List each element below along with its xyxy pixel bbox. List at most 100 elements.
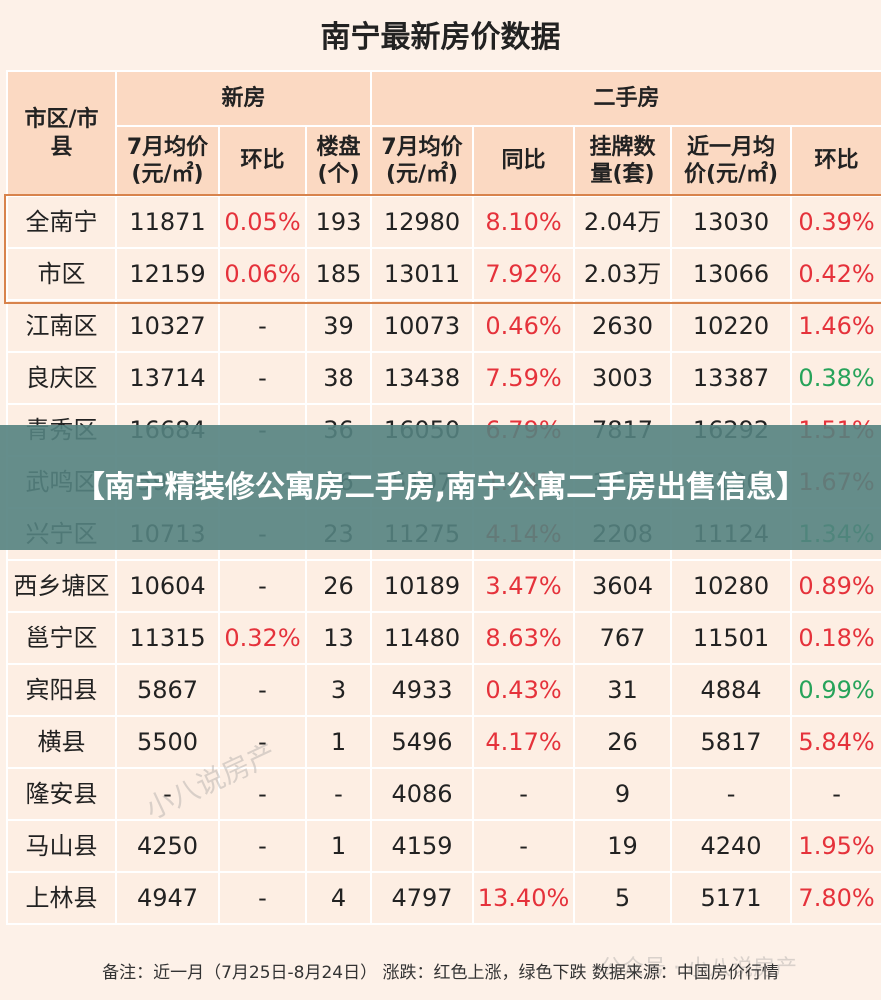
table-cell: 0.39% — [790, 195, 881, 249]
table-cell: 1.95% — [790, 819, 881, 873]
table-cell: - — [790, 767, 881, 821]
column-header: 近一月均 价(元/㎡) — [670, 125, 793, 197]
table-cell: - — [472, 767, 576, 821]
table-cell: 7.80% — [790, 871, 881, 925]
table-cell: 193 — [304, 195, 373, 249]
table-cell: 0.43% — [472, 663, 576, 717]
table-cell: 7.92% — [472, 247, 576, 301]
table-cell: 4 — [304, 871, 373, 925]
table-cell: 0.38% — [790, 351, 881, 405]
table-cell: 良庆区 — [6, 351, 117, 405]
table-cell: 3.47% — [472, 559, 576, 613]
table-cell: 1.46% — [790, 299, 881, 353]
table-cell: - — [218, 351, 307, 405]
table-cell: 13011 — [370, 247, 475, 301]
table-cell: 26 — [304, 559, 373, 613]
table-cell: 0.46% — [472, 299, 576, 353]
table-cell: 11871 — [115, 195, 220, 249]
group-header: 新房 — [114, 70, 373, 127]
table-cell: 11315 — [115, 611, 220, 665]
column-header: 7月均价 (元/㎡) — [370, 125, 475, 197]
table-cell: 马山县 — [6, 819, 117, 873]
table-row: 良庆区 13714-38 13438 7.59% 3003 13387 0.38% — [6, 351, 881, 405]
table-cell: 4.17% — [472, 715, 576, 769]
table-cell: 4086 — [370, 767, 475, 821]
table-cell: 3 — [304, 663, 373, 717]
table-cell: 5817 — [670, 715, 793, 769]
title: 南宁最新房价数据 — [320, 20, 561, 55]
table-cell: 市区 — [6, 247, 117, 301]
table-cell: - — [218, 819, 307, 873]
table-cell: 3604 — [573, 559, 673, 613]
table-cell: 5171 — [670, 871, 793, 925]
table-cell: 13 — [304, 611, 373, 665]
table-row: 横县 5500-1 5496 4.17% 26 5817 5.84% — [6, 715, 881, 769]
table-cell: 1 — [304, 819, 373, 873]
table-cell: 31 — [573, 663, 673, 717]
table-cell: 隆安县 — [6, 767, 117, 821]
table-cell: 江南区 — [6, 299, 117, 353]
table-cell: 13387 — [670, 351, 793, 405]
watermark: 公众号 · 小八说房产 — [600, 956, 797, 981]
column-header: 环比 — [790, 125, 881, 197]
banner: 【南宁精装修公寓房二手房,南宁公寓二手房出售信息】 — [0, 425, 881, 550]
table-cell: 10280 — [670, 559, 793, 613]
table-cell: - — [670, 767, 793, 821]
table-cell: 5 — [573, 871, 673, 925]
table-cell: 1 — [304, 715, 373, 769]
table-cell: 38 — [304, 351, 373, 405]
table-cell: 5.84% — [790, 715, 881, 769]
table-cell: - — [218, 663, 307, 717]
table-cell: 12980 — [370, 195, 475, 249]
column-header: 同比 — [472, 125, 576, 197]
table-row: 西乡塘区 10604-26 10189 3.47% 3604 10280 0.89% — [6, 559, 881, 613]
table-cell: - — [304, 767, 373, 821]
table-cell: 4159 — [370, 819, 475, 873]
table-cell: 7.59% — [472, 351, 576, 405]
table-cell: 西乡塘区 — [6, 559, 117, 613]
table-cell: 10189 — [370, 559, 475, 613]
table-cell: 13066 — [670, 247, 793, 301]
table-cell: 0.06% — [218, 247, 307, 301]
group-header: 二手房 — [370, 70, 881, 127]
table-cell: 39 — [304, 299, 373, 353]
table-row: 全南宁 11871 0.05% 193 12980 8.10% 2.04万 13030 0.39… — [6, 195, 881, 249]
table-row: 宾阳县 5867-3 4933 0.43% 31 4884 0.99% — [6, 663, 881, 717]
table-cell: 12159 — [115, 247, 220, 301]
table-cell: 3003 — [573, 351, 673, 405]
table-cell: - — [218, 871, 307, 925]
table-row: 市区 12159 0.06% 185 13011 7.92% 2.03万 13066 0.42% — [6, 247, 881, 301]
table-cell: 5867 — [115, 663, 220, 717]
table-cell: 13438 — [370, 351, 475, 405]
highlight-box — [4, 194, 881, 304]
header-cell: 市区/市 县 — [6, 70, 117, 197]
table-cell: 0.18% — [790, 611, 881, 665]
table-cell: - — [218, 767, 307, 821]
table-cell: - — [218, 715, 307, 769]
table-cell: 5500 — [115, 715, 220, 769]
table-cell: 宾阳县 — [6, 663, 117, 717]
table-cell: 10327 — [115, 299, 220, 353]
table-row: 上林县 4947-4 4797 13.40% 5 5171 7.80% — [6, 871, 881, 925]
table-cell: 4947 — [115, 871, 220, 925]
price-table: 市区/市 县新房 二手房 7月均价 (元/㎡) 环比 楼盘 (个) 7月均价 (元/㎡)… — [6, 70, 881, 925]
table-cell: - — [472, 819, 576, 873]
table-cell: 4240 — [670, 819, 793, 873]
table-cell: 10073 — [370, 299, 475, 353]
table-cell: 767 — [573, 611, 673, 665]
table-cell: 4797 — [370, 871, 475, 925]
table-cell: - — [218, 559, 307, 613]
table-cell: 2.03万 — [573, 247, 673, 301]
table-cell: 0.89% — [790, 559, 881, 613]
table-cell: 0.32% — [218, 611, 307, 665]
table-cell: 0.05% — [218, 195, 307, 249]
table-cell: - — [115, 767, 220, 821]
table-cell: 0.99% — [790, 663, 881, 717]
table-cell: 5496 — [370, 715, 475, 769]
table-cell: 11501 — [670, 611, 793, 665]
table-cell: 4933 — [370, 663, 475, 717]
column-header: 环比 — [218, 125, 307, 197]
table-cell: 8.63% — [472, 611, 576, 665]
table-cell: 横县 — [6, 715, 117, 769]
